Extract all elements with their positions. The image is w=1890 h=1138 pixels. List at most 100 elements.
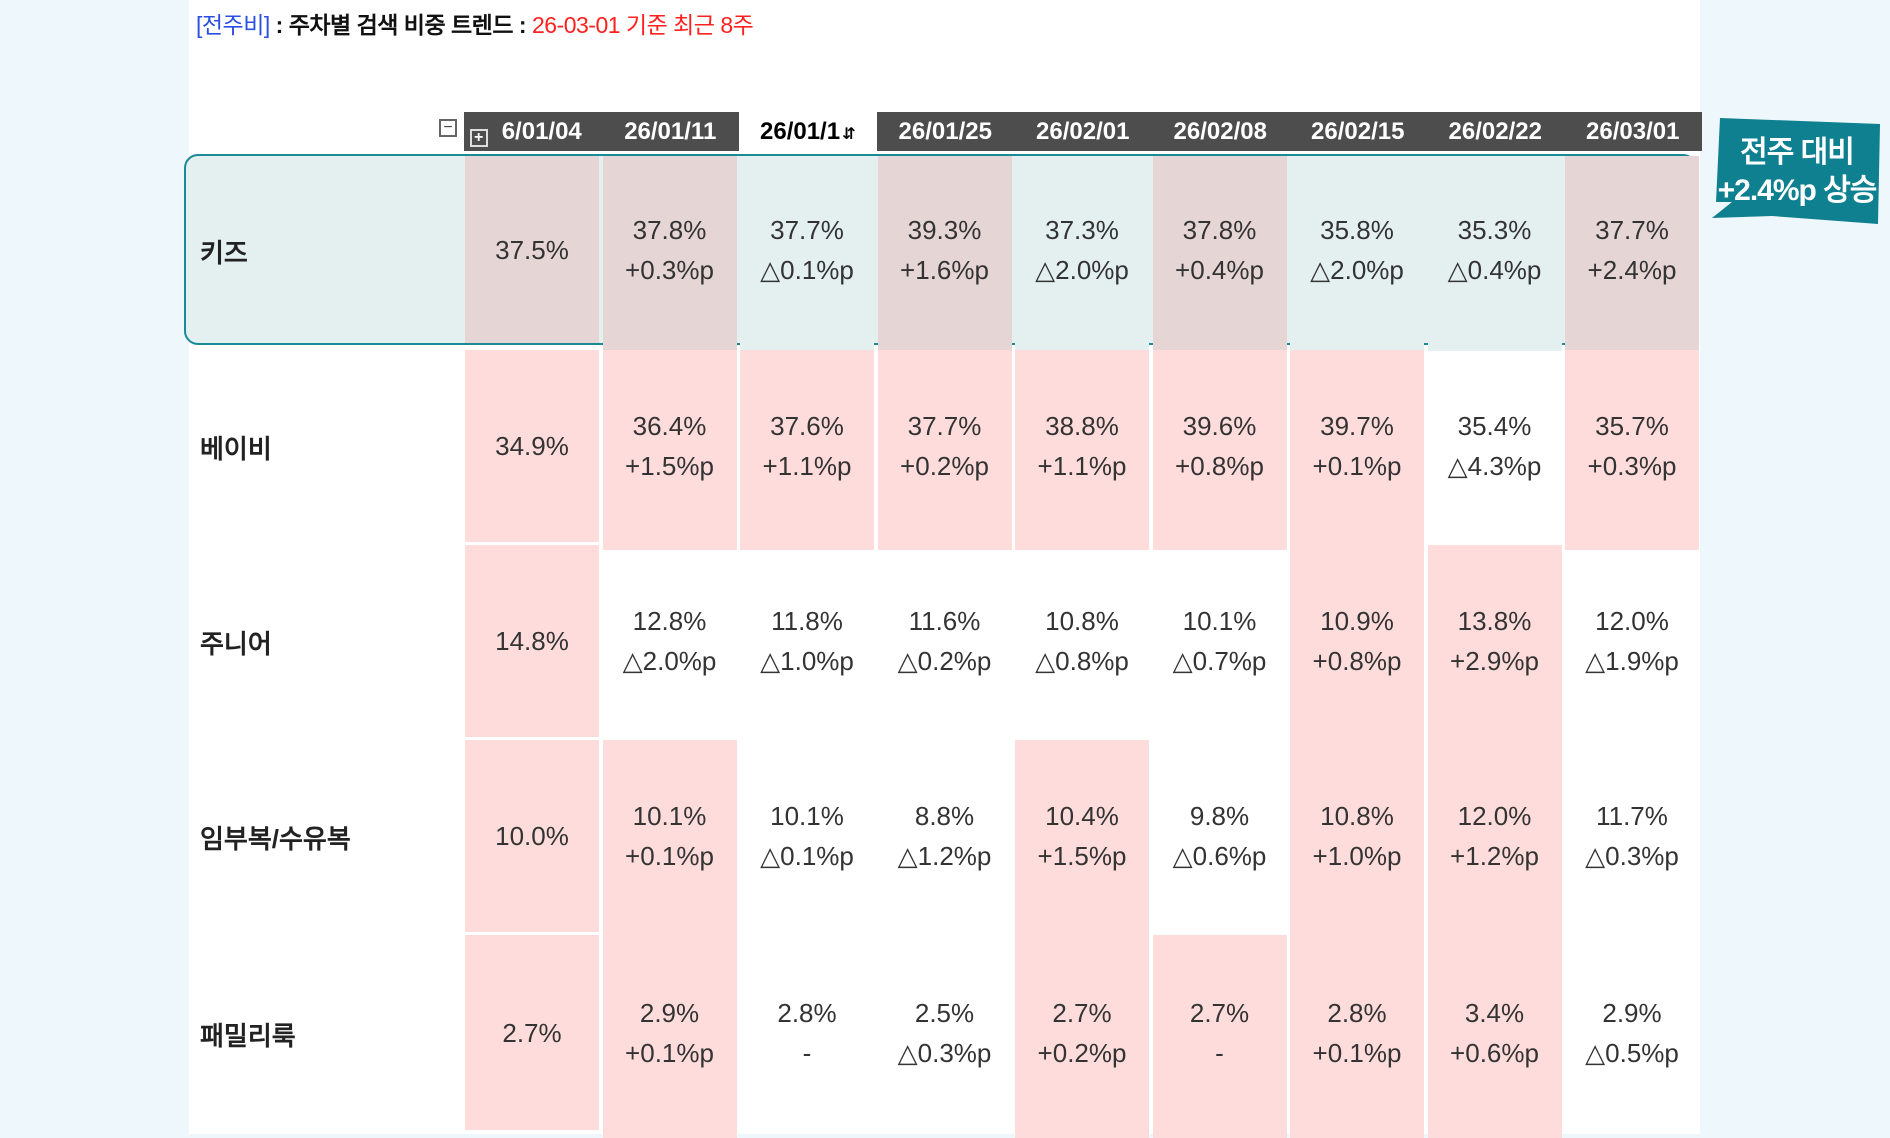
cell-change: - (1215, 1037, 1224, 1068)
cell-change: +0.1%p (625, 1037, 714, 1068)
table-cell[interactable]: 9.8% △0.6%p (1153, 740, 1287, 940)
collapse-button[interactable]: − (439, 119, 457, 137)
table-cell[interactable]: 10.1% △0.1%p (740, 740, 874, 940)
table-cell[interactable]: 39.3% +1.6%p (877, 156, 1012, 351)
cell-change: △0.1%p (760, 254, 854, 285)
table-cell[interactable]: 37.3% △2.0%p (1015, 156, 1149, 351)
column-header-label: 26/01/25 (898, 118, 992, 145)
table-cell[interactable]: 2.7% (465, 935, 599, 1130)
cell-change: +0.1%p (1312, 451, 1402, 481)
row-label: 베이비 (200, 434, 272, 464)
cell-change: △2.0%p (622, 646, 717, 676)
column-header-label: 26/02/01 (1036, 118, 1130, 145)
table-cell[interactable]: 37.8% +0.4%p (1152, 156, 1287, 351)
callout-text: 전주 대비 +2.4%p 상승 (1712, 134, 1882, 210)
cell-change: △0.3%p (897, 1037, 992, 1068)
cell-value: 2.7% (1052, 997, 1112, 1028)
table-cell[interactable]: 14.8% (465, 545, 599, 737)
table-cell[interactable]: 10.9% +0.8%p (1290, 545, 1424, 745)
column-header[interactable]: 26/02/01 (1014, 112, 1152, 151)
speech-bubble-icon (1712, 118, 1880, 224)
table-cell[interactable]: 3.4% +0.6%p (1427, 935, 1562, 1138)
table-cell[interactable]: 37.5% (465, 156, 599, 343)
table-cell[interactable]: 10.0% (465, 740, 599, 932)
table-cell[interactable]: 2.8% - (740, 935, 874, 1138)
table-cell[interactable]: 2.9% △0.5%p (1565, 935, 1699, 1138)
cell-value: 10.1% (770, 801, 844, 831)
table-cell[interactable]: 36.4% +1.5%p (602, 350, 737, 550)
table-cell[interactable]: 35.8% △2.0%p (1290, 156, 1424, 351)
column-header[interactable]: 26/02/08 (1151, 112, 1289, 151)
table-cell[interactable]: 11.6% △0.2%p (878, 545, 1012, 745)
expand-button[interactable]: + (469, 129, 488, 147)
table-cell[interactable]: 10.8% △0.8%p (1015, 545, 1149, 745)
table-cell[interactable]: 12.0% +1.2%p (1427, 740, 1562, 940)
column-header[interactable]: 26/02/22 (1426, 112, 1564, 151)
cell-value: 12.0% (1457, 801, 1532, 831)
cell-value: 36.4% (632, 411, 707, 441)
cell-value: 11.6% (908, 606, 981, 636)
table-cell[interactable]: 2.7% +0.2%p (1015, 935, 1149, 1138)
cell-change: △1.0%p (760, 646, 854, 676)
table-cell[interactable]: 10.4% +1.5%p (1015, 740, 1149, 940)
table-cell[interactable]: 37.7% +0.2%p (877, 350, 1012, 550)
table-cell[interactable]: 13.8% +2.9%p (1427, 545, 1562, 745)
table-cell[interactable]: 11.8% △1.0%p (740, 545, 874, 745)
cell-value: 39.3% (907, 214, 982, 245)
cell-value: 10.0% (495, 821, 569, 851)
cell-value: 35.4% (1457, 411, 1532, 441)
cell-value: 35.3% (1457, 214, 1532, 245)
cell-value: 37.8% (632, 214, 707, 245)
sort-icon[interactable]: ⇵ (842, 126, 856, 143)
cell-value: 2.5% (914, 997, 975, 1028)
table-cell[interactable]: 12.8% △2.0%p (603, 545, 737, 745)
table-cell[interactable]: 2.8% +0.1%p (1290, 935, 1424, 1138)
table-cell[interactable]: 37.8% +0.3%p (602, 156, 737, 351)
table-cell[interactable]: 8.8% △1.2%p (878, 740, 1012, 940)
cell-change: +1.6%p (900, 254, 989, 285)
column-header[interactable]: 26/01/25 (876, 112, 1014, 151)
row-label: 패밀리룩 (200, 1020, 296, 1051)
cell-change: +0.8%p (1175, 451, 1264, 481)
cell-change: +0.8%p (1312, 646, 1402, 676)
cell-change: △1.2%p (897, 841, 992, 871)
table-cell[interactable]: 38.8% +1.1%p (1015, 350, 1149, 550)
table-cell[interactable]: 2.9% +0.1%p (602, 935, 737, 1138)
table-cell[interactable]: 34.9% (465, 350, 599, 542)
column-header[interactable]: 26/01/1 ⇵ (739, 112, 877, 151)
cell-value: 13.8% (1457, 606, 1532, 636)
table-cell[interactable]: 2.5% △0.3%p (878, 935, 1012, 1138)
callout-line-1: 전주 대비 (1740, 136, 1855, 169)
table-cell[interactable]: 10.8% +1.0%p (1290, 740, 1424, 940)
table-cell[interactable]: 37.7% △0.1%p (740, 156, 874, 351)
column-header[interactable]: 26/02/15 (1289, 112, 1427, 151)
column-header-label: 26/03/01 (1586, 118, 1680, 145)
table-cell[interactable]: 35.7% +0.3%p (1565, 350, 1699, 550)
column-header[interactable]: 26/01/11 (601, 112, 739, 151)
cell-change: +1.1%p (762, 451, 852, 481)
column-header-label: 6/01/04 (501, 118, 582, 145)
cell-value: 8.8% (914, 801, 975, 831)
cell-change: +0.6%p (1450, 1037, 1539, 1068)
table-cell[interactable]: 35.4% △4.3%p (1428, 350, 1562, 550)
cell-value: 2.9% (1602, 997, 1662, 1028)
table-cell[interactable]: 39.7% +0.1%p (1290, 350, 1424, 550)
table-cell[interactable]: 12.0% △1.9%p (1565, 545, 1699, 745)
cell-change: - (802, 1037, 812, 1068)
table-cell[interactable]: 37.6% +1.1%p (740, 350, 874, 550)
title-main: 주차별 검색 비중 트렌드 (288, 12, 514, 38)
table-cell[interactable]: 35.3% △0.4%p (1427, 156, 1562, 351)
table-cell[interactable]: 10.1% △0.7%p (1153, 545, 1287, 745)
cell-value: 11.8% (771, 606, 843, 636)
cell-value: 37.8% (1182, 214, 1257, 245)
table-cell[interactable]: 10.1% +0.1%p (602, 740, 737, 940)
column-header[interactable]: +6/01/04 (464, 112, 602, 151)
cell-change: +0.4%p (1175, 254, 1264, 285)
table-cell[interactable]: 2.7% - (1152, 935, 1287, 1138)
column-header[interactable]: 26/03/01 (1564, 112, 1702, 151)
table-cell[interactable]: 37.7% +2.4%p (1565, 156, 1699, 351)
cell-change: △1.9%p (1585, 646, 1679, 676)
table-cell[interactable]: 11.7% △0.3%p (1565, 740, 1699, 940)
column-header-label: 26/02/15 (1311, 118, 1405, 145)
table-cell[interactable]: 39.6% +0.8%p (1152, 350, 1287, 550)
